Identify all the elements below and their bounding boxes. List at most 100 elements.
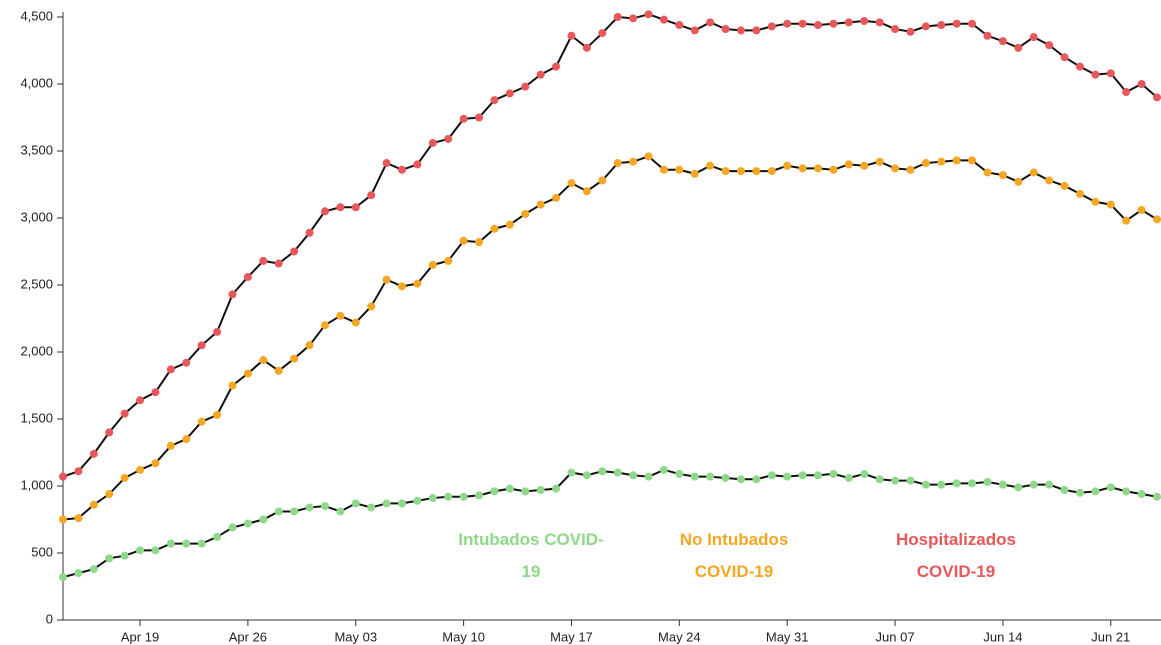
point (351, 318, 360, 327)
point (182, 539, 191, 548)
point (428, 260, 437, 269)
point (567, 31, 576, 40)
x-tick-label: May 10 (442, 629, 485, 644)
point (721, 167, 730, 176)
point (1029, 33, 1038, 42)
point (983, 168, 992, 177)
point (89, 565, 98, 574)
point (690, 26, 699, 35)
point (644, 10, 653, 19)
point (629, 14, 638, 23)
point (829, 165, 838, 174)
point (1075, 62, 1084, 71)
point (274, 259, 283, 268)
point (1075, 189, 1084, 198)
point (259, 515, 268, 524)
point (243, 519, 252, 528)
point (613, 468, 622, 477)
point (706, 472, 715, 481)
point (59, 472, 67, 481)
point (259, 356, 268, 365)
point (320, 502, 329, 511)
point (552, 484, 561, 493)
point (1045, 176, 1054, 185)
point (305, 228, 314, 237)
x-tick-label: Apr 26 (229, 629, 267, 644)
point (505, 89, 514, 98)
x-tick-label: May 17 (550, 629, 593, 644)
point (1153, 93, 1161, 102)
point (706, 161, 715, 170)
point (1153, 492, 1161, 501)
point (1137, 80, 1146, 88)
point (814, 164, 823, 173)
y-tick-label: 2,500 (20, 276, 53, 291)
point (274, 366, 283, 375)
point (74, 569, 83, 578)
point (1014, 43, 1023, 52)
point (351, 203, 360, 212)
point (413, 496, 422, 505)
point (305, 503, 314, 512)
point (921, 159, 930, 168)
point (690, 169, 699, 178)
point (598, 176, 607, 185)
point (736, 167, 745, 176)
point (505, 220, 514, 229)
point (752, 26, 761, 35)
point (475, 113, 484, 122)
point (505, 484, 514, 493)
point (89, 449, 98, 458)
y-tick-label: 4,500 (20, 8, 53, 23)
point (1029, 480, 1038, 489)
point (644, 472, 653, 481)
point (552, 62, 561, 71)
x-tick-label: Jun 21 (1091, 629, 1130, 644)
series-line (62, 13, 1158, 478)
point (968, 19, 977, 28)
point (305, 341, 314, 350)
point (798, 164, 807, 173)
point (197, 341, 206, 350)
point (290, 354, 299, 363)
point (182, 358, 191, 367)
point (675, 469, 684, 478)
point (151, 459, 160, 468)
point (89, 500, 98, 509)
point (444, 492, 453, 501)
point (59, 573, 67, 582)
point (521, 82, 530, 91)
point (891, 476, 900, 485)
point (444, 256, 453, 265)
point (536, 486, 545, 495)
x-tick-label: May 31 (766, 629, 809, 644)
point (659, 15, 668, 24)
point (74, 514, 83, 523)
point (382, 159, 391, 168)
point (921, 22, 930, 31)
point (860, 17, 869, 26)
point (567, 179, 576, 188)
point (721, 25, 730, 34)
legend-label: No Intubados COVID-19 (679, 530, 789, 581)
point (166, 441, 175, 450)
point (428, 494, 437, 503)
point (459, 114, 468, 123)
point (844, 160, 853, 169)
point (59, 515, 67, 524)
point (952, 479, 961, 488)
point (598, 467, 607, 476)
point (798, 471, 807, 480)
point (767, 471, 776, 480)
point (521, 209, 530, 218)
point (1075, 488, 1084, 497)
point (675, 165, 684, 174)
point (336, 507, 345, 516)
point (1137, 490, 1146, 499)
point (659, 165, 668, 174)
point (120, 473, 129, 482)
point (1060, 53, 1069, 62)
point (74, 467, 83, 476)
point (721, 473, 730, 482)
point (968, 156, 977, 165)
